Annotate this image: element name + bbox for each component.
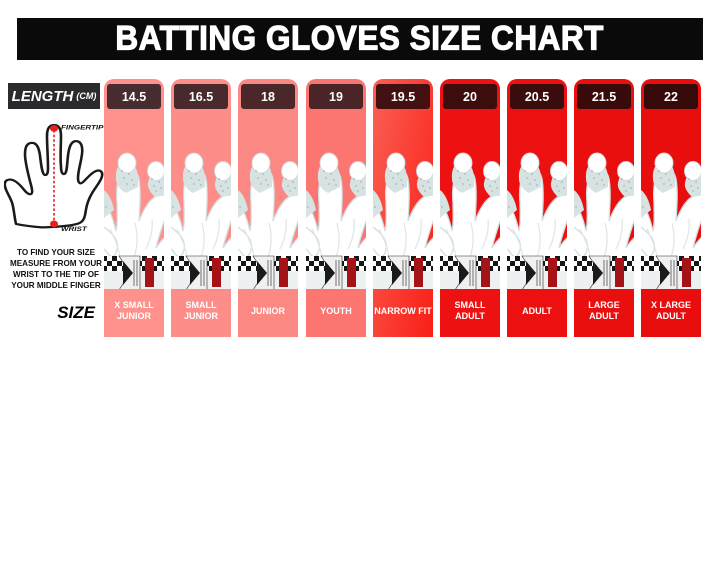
svg-text:FINGERTIP: FINGERTIP bbox=[61, 123, 103, 131]
svg-text:WRIST: WRIST bbox=[61, 225, 88, 233]
